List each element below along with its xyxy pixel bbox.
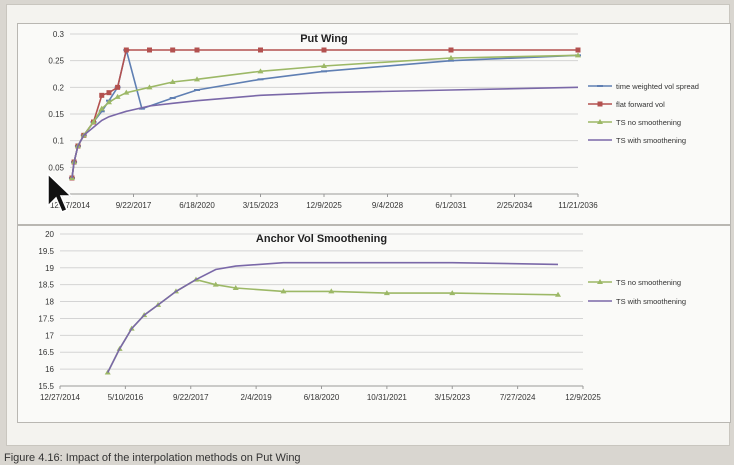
chart0-y-tick-label: 0.15 [48,110,64,119]
chart1-data-point [383,290,390,296]
chart0-data-point [90,119,97,124]
chart1-data-point [280,288,287,294]
chart0-x-tick-label: 11/21/2036 [558,201,598,210]
chart1-y-tick-label: 18 [45,298,54,307]
chart1-y-tick-label: 17 [45,331,54,340]
chart1-series-line [106,261,559,373]
chart1-legend-label: TS no smoothening [616,278,681,287]
chart1-x-tick-label: 12/27/2014 [40,393,81,402]
chart1-title: Anchor Vol Smoothening [256,233,387,245]
chart0-data-point [146,84,153,90]
chart0-y-tick-label: 0.3 [53,30,65,39]
chart1-x-tick-label: 10/31/2021 [367,393,408,402]
mouse-cursor-icon [47,172,72,213]
chart1-data-point [449,290,456,296]
chart0-legend-label: flat forward vol [616,100,665,109]
chart0-data-point [258,47,263,53]
chart0-data-point [448,55,454,60]
chart1-data-point [212,281,219,287]
chart1-y-tick-label: 19.5 [38,247,54,256]
chart0-data-point [123,89,130,95]
chart0-data-point [115,84,121,90]
chart0-legend-label: TS no smoothening [616,118,681,127]
chart1-y-tick-label: 17.5 [38,314,54,323]
chart0-series-ts_with_smoothing [71,86,579,179]
chart0-data-point [321,63,327,68]
chart1-y-tick-label: 20 [45,230,54,239]
chart0-data-point [105,99,112,105]
chart1-y-tick-label: 19 [45,264,54,273]
chart1-x-tick-label: 7/27/2024 [500,393,536,402]
chart0-data-point [123,47,129,53]
chart1-series-line [106,278,559,373]
chart0-data-point [114,93,121,99]
chart1-y-tick-label: 15.5 [38,382,54,391]
chart1-data-point [232,285,239,291]
chart0-series-line [71,54,579,179]
anchor-vol-chart: 15.5 16 16.5 17 17.5 18 18.5 19 19.5 20 12/27/2014… [17,225,731,423]
chart0-data-point [448,47,454,53]
chart0-x-tick-label: 6/18/2020 [179,201,215,210]
chart0-data-point [575,52,581,58]
chart0-legend-label: time weighted vol spread [616,82,699,91]
chart0-legend-marker [597,101,603,107]
chart0-y-tick-label: 0.25 [48,57,64,66]
chart1-x-tick-label: 6/18/2020 [304,393,340,402]
chart1-legend-marker [597,279,603,284]
chart0-x-tick-label: 12/9/2025 [306,201,342,210]
anchor-vol-chart-svg: 15.5 16 16.5 17 17.5 18 18.5 19 19.5 20 12/27/2014… [38,230,686,402]
chart0-data-point [147,47,153,53]
chart1-x-tick-label: 3/15/2023 [434,393,470,402]
chart0-y-tick-label: 0.2 [53,83,65,92]
chart0-x-tick-label: 3/15/2023 [243,201,279,210]
chart1-series-ts_no_smoothing [104,276,562,375]
chart0-data-point [575,47,581,53]
chart0-series-line [71,86,579,179]
figure-caption: Figure 4.16: Impact of the interpolation… [4,452,301,464]
chart0-data-point [106,90,112,96]
chart1-y-tick-label: 18.5 [38,281,54,290]
chart0-title: Put Wing [300,33,348,45]
chart0-data-point [169,79,176,84]
chart0-data-point [257,68,264,74]
chart0-x-tick-label: 9/4/2028 [372,201,404,210]
chart0-data-point [99,92,105,98]
chart1-data-point [328,288,335,294]
chart0-data-point [194,76,200,82]
chart1-x-tick-label: 2/4/2019 [241,393,273,402]
chart1-x-tick-label: 5/10/2016 [108,393,144,402]
chart1-legend-label: TS with smoothening [616,297,686,306]
chart1-y-tick-label: 16.5 [38,348,54,357]
chart1-y-tick-label: 16 [45,365,54,374]
chart0-x-tick-label: 6/1/2031 [435,201,467,210]
document-page: 00.050.10.150.20.250.312/27/20149/22/201… [6,4,731,446]
chart0-data-point [98,105,105,111]
chart1-x-tick-label: 12/9/2025 [565,393,601,402]
chart0-x-tick-label: 2/25/2034 [497,201,533,210]
chart0-legend-marker [597,119,603,124]
chart0-data-point [170,47,176,53]
chart0-legend-label: TS with smoothening [616,136,686,145]
chart0-x-tick-label: 9/22/2017 [116,201,152,210]
put-wing-chart-svg: 00.050.10.150.20.250.312/27/20149/22/201… [48,30,699,210]
chart0-data-point [194,47,200,53]
chart1-data-point [555,291,562,297]
put-wing-chart: 00.050.10.150.20.250.312/27/20149/22/201… [17,23,731,225]
chart0-y-tick-label: 0.05 [48,163,64,172]
chart0-y-tick-label: 0.1 [53,137,65,146]
chart0-data-point [321,47,327,53]
chart1-x-tick-label: 9/22/2017 [173,393,209,402]
chart1-series-ts_with_smoothing [106,261,559,373]
chart0-x-tick-label: 12/27/2014 [50,201,91,210]
